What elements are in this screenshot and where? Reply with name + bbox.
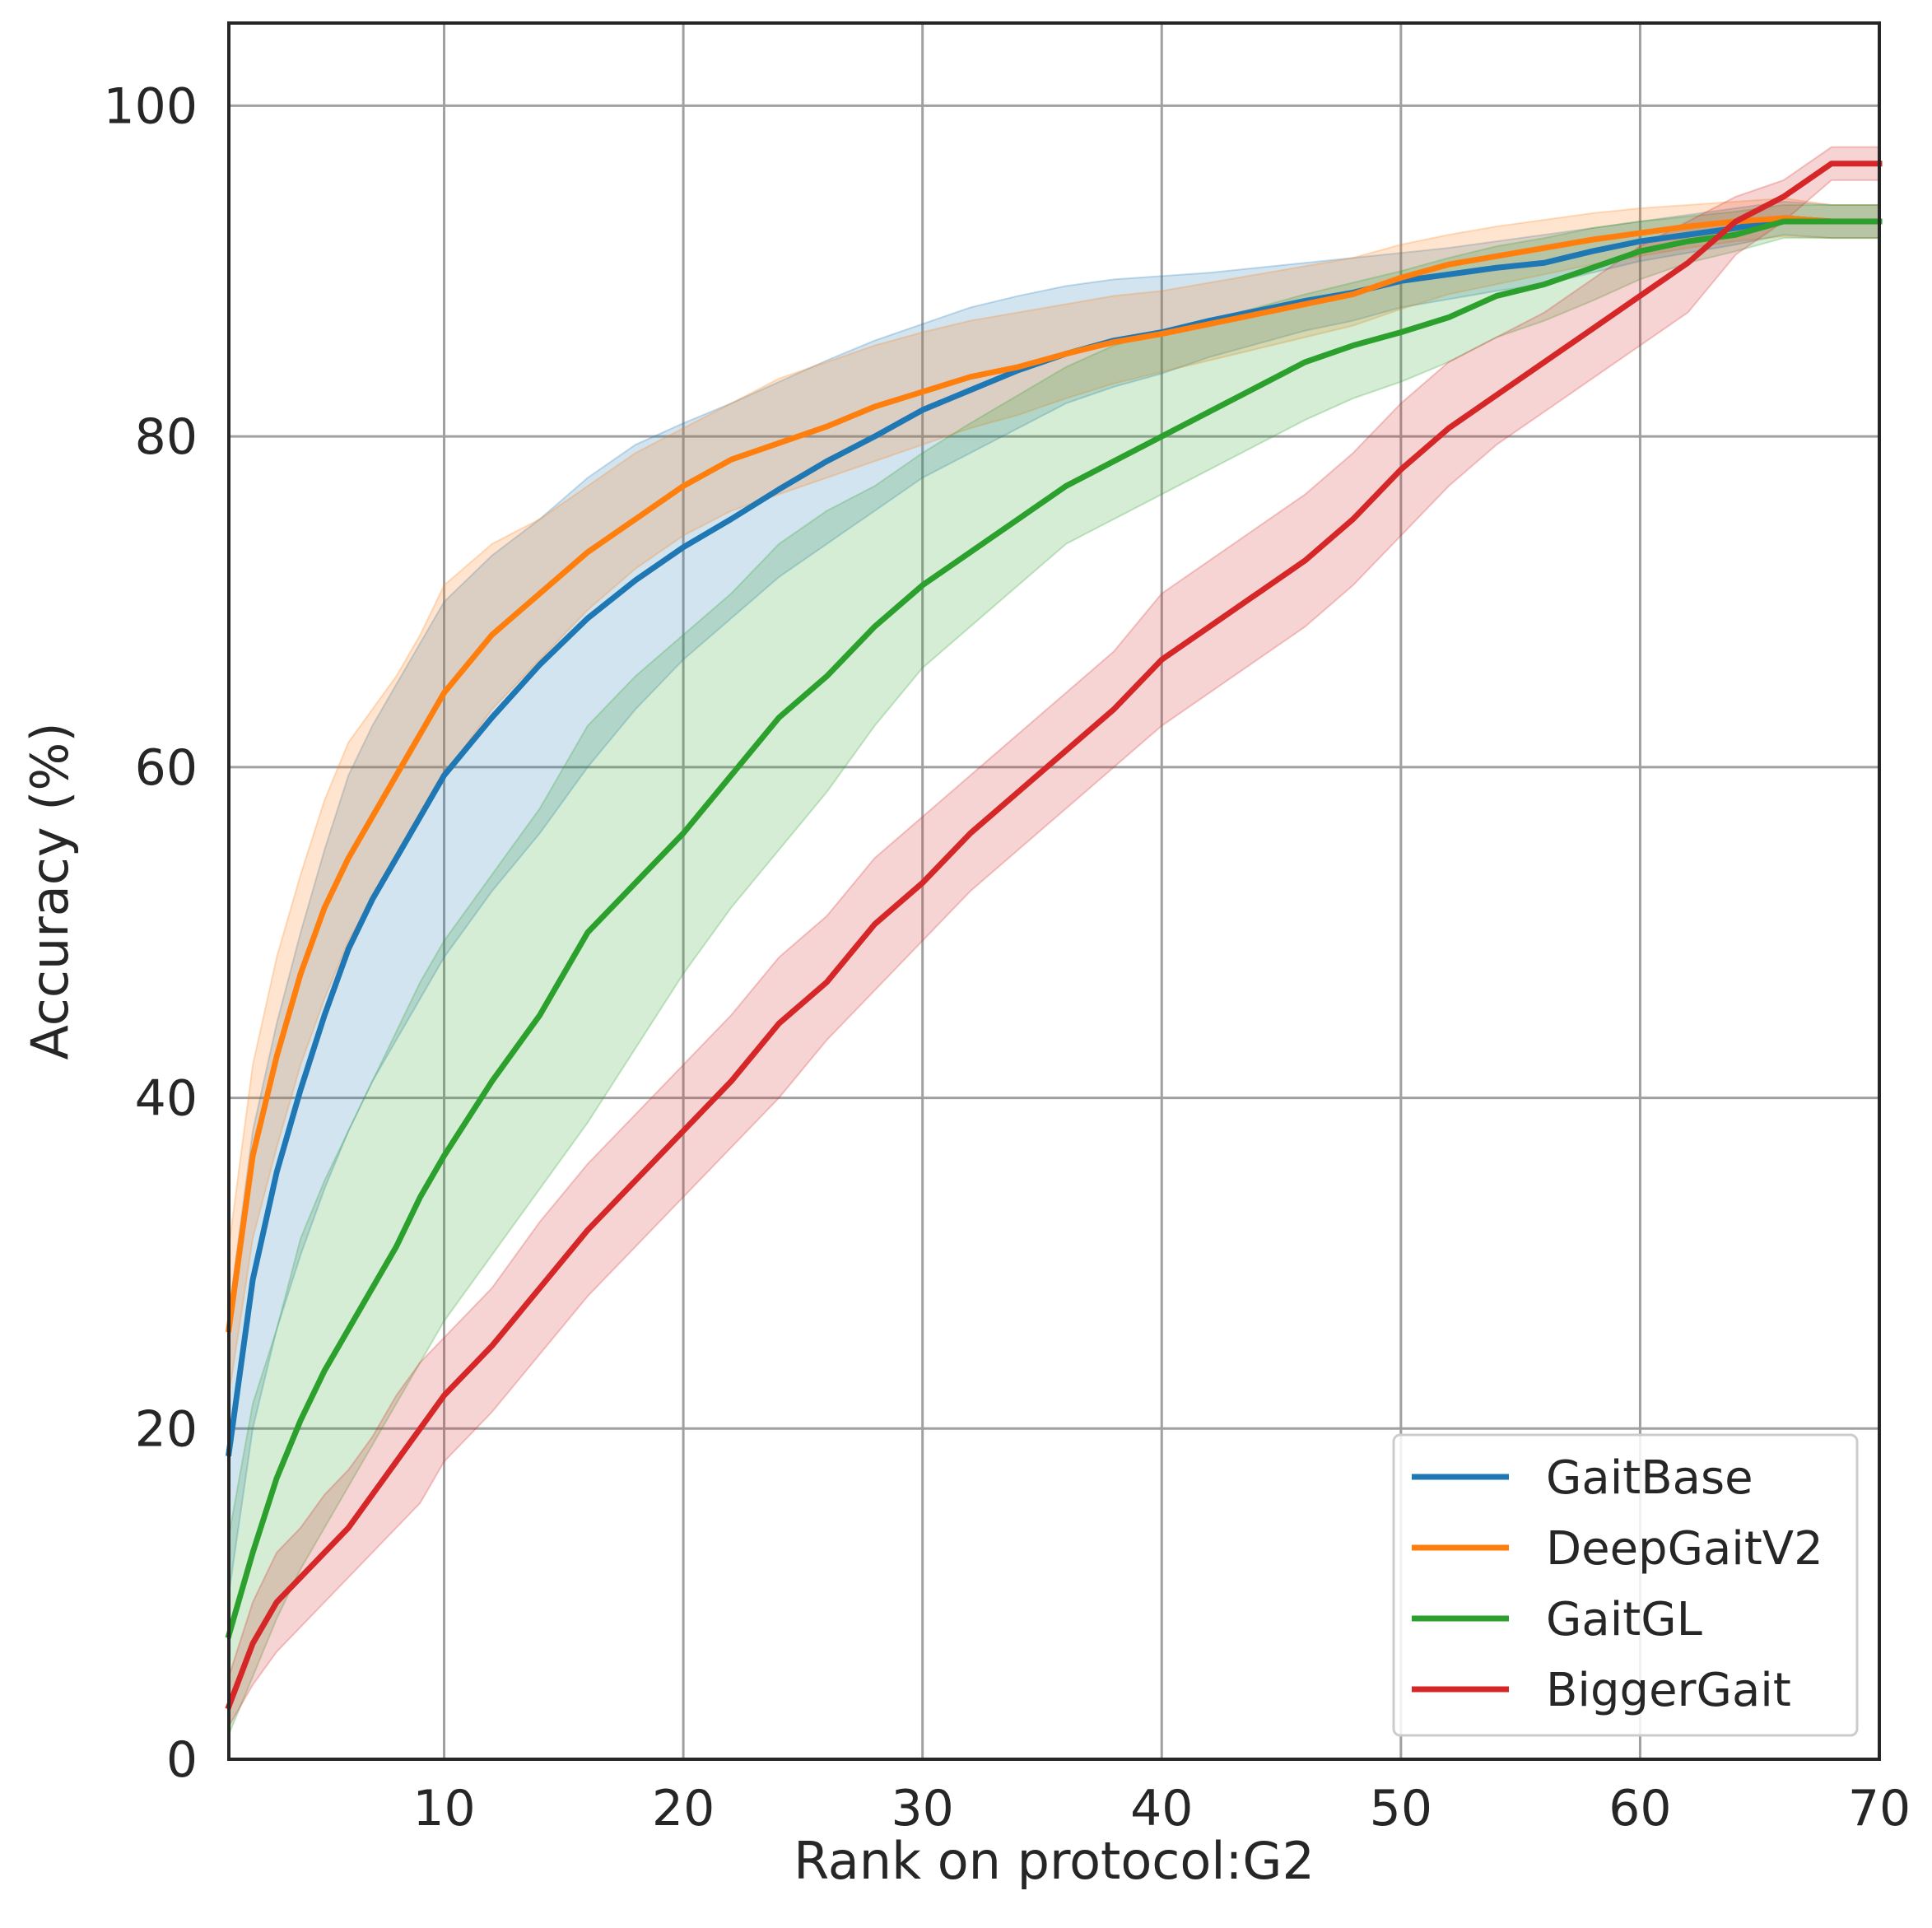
y-tick-label: 60 [135, 739, 198, 797]
legend-label-gaitbase: GaitBase [1546, 1451, 1753, 1505]
deepgaitv2-line [226, 215, 1883, 1333]
legend-label-biggergait: BiggerGait [1546, 1664, 1791, 1717]
y-axis-label: Accuracy (%) [20, 722, 80, 1059]
y-tick-label: 40 [135, 1070, 198, 1128]
plot-frame [227, 21, 1881, 1761]
legend: GaitBase DeepGaitV2 GaitGL BiggerGait [1392, 1433, 1859, 1737]
x-tick-label: 10 [412, 1780, 475, 1837]
legend-label-gaitgl: GaitGL [1546, 1593, 1702, 1646]
legend-label-deepgaitv2: DeepGaitV2 [1546, 1522, 1823, 1576]
gaitbase-line [226, 215, 1883, 1457]
x-tick-label: 70 [1848, 1780, 1911, 1837]
x-tick-label: 60 [1608, 1780, 1671, 1837]
x-tick-label: 50 [1370, 1780, 1432, 1837]
x-tick-label: 40 [1130, 1780, 1193, 1837]
y-tick-label: 100 [103, 77, 198, 135]
y-tick-label: 20 [135, 1400, 198, 1458]
x-tick-label: 20 [652, 1780, 715, 1837]
series-lines [225, 161, 1883, 1711]
y-tick-label: 0 [166, 1731, 198, 1789]
x-tick-label: 30 [892, 1780, 954, 1837]
legend-box [1392, 1433, 1859, 1737]
y-tick-labels: 0 20 40 60 80 100 [103, 77, 198, 1789]
gaitgl-line [225, 218, 1883, 1639]
y-tick-label: 80 [135, 408, 198, 466]
x-tick-labels: 10 20 30 40 50 60 70 [412, 1780, 1911, 1837]
x-axis-label: Rank on protocol:G2 [794, 1831, 1315, 1891]
biggergait-line [225, 161, 1883, 1711]
